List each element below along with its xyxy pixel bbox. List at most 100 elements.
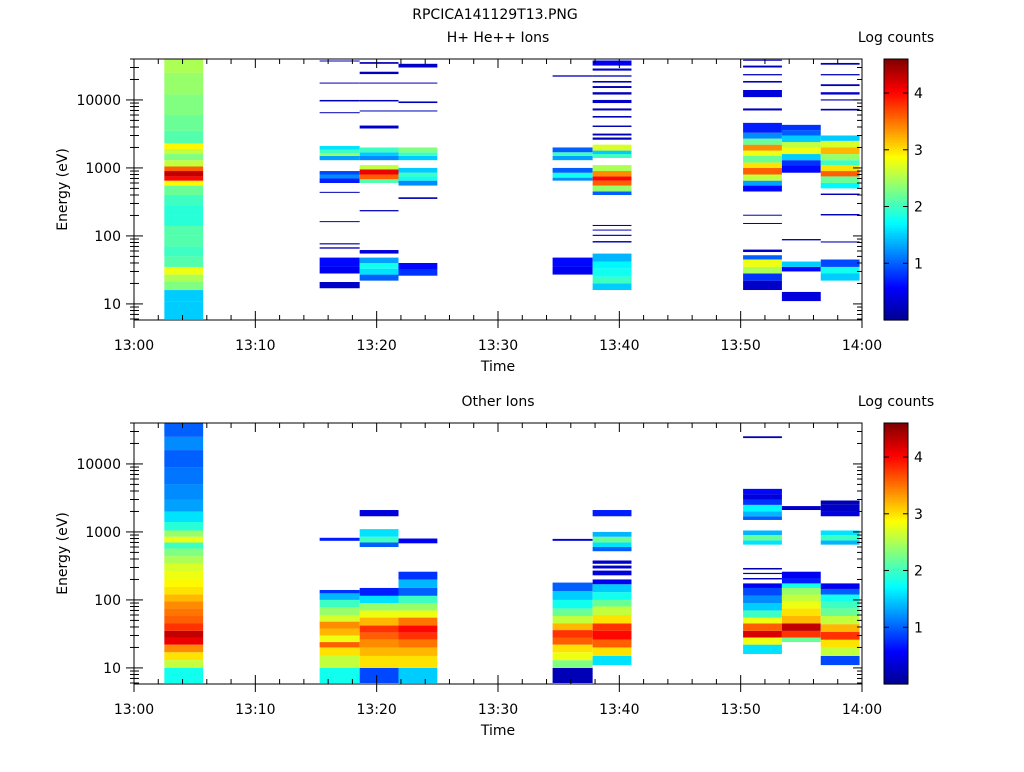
colorbar-band bbox=[884, 482, 908, 485]
colorbar-band bbox=[884, 635, 908, 638]
heatmap-cell bbox=[319, 247, 360, 249]
heatmap-cell bbox=[592, 75, 632, 77]
heatmap-cell bbox=[359, 99, 399, 102]
colorbar-band bbox=[884, 647, 908, 650]
colorbar-band bbox=[884, 622, 908, 626]
heatmap-cell bbox=[781, 154, 821, 161]
colorbar-band bbox=[884, 220, 908, 223]
colorbar-band bbox=[884, 291, 908, 295]
heatmap-cell bbox=[552, 599, 593, 609]
colorbar-band bbox=[884, 590, 908, 593]
heatmap-cell bbox=[820, 616, 860, 625]
heatmap-cell bbox=[164, 667, 204, 683]
heatmap-cell bbox=[398, 63, 438, 68]
heatmap-cell bbox=[164, 235, 204, 247]
heatmap-cell bbox=[164, 143, 204, 149]
heatmap-cell bbox=[552, 616, 593, 624]
heatmap-cell bbox=[743, 249, 782, 253]
heatmap-cell bbox=[359, 595, 399, 604]
heatmap-cell bbox=[164, 616, 204, 624]
heatmap-cell bbox=[319, 635, 360, 643]
heatmap-cell bbox=[552, 257, 593, 267]
heatmap-cell bbox=[820, 608, 860, 617]
x-tick-label: 13:50 bbox=[720, 338, 760, 354]
colorbar-band bbox=[884, 207, 908, 211]
heatmap-cell bbox=[592, 565, 632, 569]
colorbar-band bbox=[884, 633, 908, 636]
heatmap-cell bbox=[592, 560, 632, 564]
heatmap-cell bbox=[552, 608, 593, 617]
colorbar-band bbox=[884, 504, 908, 508]
heatmap-cell bbox=[319, 282, 360, 289]
heatmap-cell bbox=[398, 172, 438, 177]
colorbar-band bbox=[884, 232, 908, 235]
heatmap-cell bbox=[359, 82, 399, 84]
x-tick-label: 13:30 bbox=[478, 702, 518, 718]
colorbar-band bbox=[884, 667, 908, 671]
y-tick-label: 1000 bbox=[85, 161, 121, 177]
heatmap-cell bbox=[592, 125, 632, 127]
heatmap-cell bbox=[743, 80, 782, 83]
heatmap-cell bbox=[743, 583, 782, 588]
colorbar-band bbox=[884, 277, 908, 280]
heatmap-cell bbox=[781, 261, 821, 267]
colorbar: 1 2 3 4 Log counts bbox=[858, 394, 934, 685]
heatmap-cell bbox=[592, 531, 632, 537]
colorbar-band bbox=[884, 577, 908, 581]
colorbar-band bbox=[884, 653, 908, 657]
colorbar-band bbox=[884, 77, 908, 80]
heatmap-cell bbox=[592, 542, 632, 548]
colorbar-band bbox=[884, 545, 908, 548]
heatmap-cell bbox=[820, 259, 860, 267]
heatmap-cell bbox=[743, 530, 782, 536]
heatmap-cell bbox=[781, 291, 821, 302]
heatmap-cell bbox=[164, 301, 204, 311]
colorbar-band bbox=[884, 584, 908, 587]
heatmap-cell bbox=[781, 506, 821, 511]
colorbar-band bbox=[884, 273, 908, 276]
colorbar-band bbox=[884, 266, 908, 270]
colorbar-label: Log counts bbox=[858, 30, 934, 46]
heatmap-cell bbox=[552, 660, 593, 668]
heatmap-cell bbox=[743, 259, 782, 267]
colorbar-band bbox=[884, 551, 908, 555]
heatmap-cell bbox=[319, 257, 360, 267]
colorbar-band bbox=[884, 191, 908, 195]
heatmap-cell bbox=[743, 572, 782, 575]
heatmap-cell bbox=[164, 256, 204, 267]
heatmap-cell bbox=[743, 623, 782, 631]
colorbar-band bbox=[884, 165, 908, 168]
heatmap-cell bbox=[781, 630, 821, 638]
colorbar-band bbox=[884, 216, 908, 219]
heatmap-cell bbox=[743, 637, 782, 645]
colorbar-band bbox=[884, 169, 908, 172]
heatmap-cell bbox=[820, 135, 860, 141]
colorbar-band bbox=[884, 138, 908, 142]
heatmap-cell bbox=[164, 586, 204, 595]
colorbar-band bbox=[884, 516, 908, 520]
colorbar-band bbox=[884, 435, 908, 438]
y-axis-label: Energy (eV) bbox=[55, 512, 71, 595]
chart-title: H+ He++ Ions bbox=[447, 30, 550, 46]
colorbar-band bbox=[884, 512, 908, 516]
heatmap-cell bbox=[319, 599, 360, 608]
heatmap-cell bbox=[552, 75, 593, 77]
heatmap-cell bbox=[164, 171, 204, 177]
colorbar-band bbox=[884, 518, 908, 522]
heatmap-cell bbox=[820, 535, 860, 541]
colorbar-band bbox=[884, 681, 908, 685]
heatmap-cell bbox=[820, 154, 860, 161]
heatmap-cell bbox=[743, 504, 782, 512]
heatmap-cell bbox=[359, 510, 399, 517]
heatmap-cell bbox=[164, 72, 204, 95]
heatmap-cell bbox=[359, 152, 399, 156]
heatmap-cell bbox=[164, 130, 204, 144]
colorbar-band bbox=[884, 140, 908, 144]
colorbar-band bbox=[884, 616, 908, 620]
colorbar-band bbox=[884, 158, 908, 162]
heatmap-cell bbox=[743, 74, 782, 76]
heatmap-cell bbox=[592, 86, 632, 88]
heatmap-cell bbox=[743, 488, 782, 495]
colorbar-tick-label: 4 bbox=[914, 86, 923, 102]
colorbar-band bbox=[884, 93, 908, 97]
